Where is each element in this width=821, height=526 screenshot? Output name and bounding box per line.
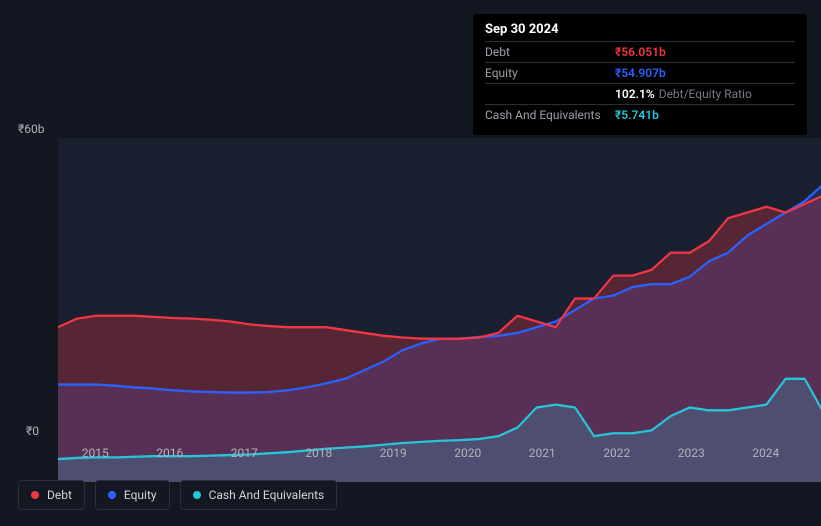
chart-tooltip: Sep 30 2024 Debt₹56.051bEquity₹54.907b10…	[473, 14, 807, 135]
x-axis-tick: 2024	[729, 446, 804, 466]
tooltip-row-value: 102.1%	[615, 87, 655, 101]
legend-item[interactable]: Equity	[95, 480, 170, 510]
chart-svg	[58, 138, 821, 482]
legend-dot-icon	[31, 491, 39, 499]
tooltip-row-label: Equity	[485, 66, 615, 80]
tooltip-date: Sep 30 2024	[485, 22, 795, 37]
legend-item[interactable]: Debt	[18, 480, 85, 510]
tooltip-row: 102.1% Debt/Equity Ratio	[485, 83, 795, 104]
chart-legend: Debt Equity Cash And Equivalents	[18, 480, 337, 510]
x-axis-ticks: 2015201620172018201920202021202220232024	[58, 446, 803, 466]
legend-item-label: Cash And Equivalents	[209, 488, 325, 502]
legend-item[interactable]: Cash And Equivalents	[180, 480, 338, 510]
tooltip-row: Debt₹56.051b	[485, 41, 795, 62]
legend-item-label: Debt	[47, 488, 72, 502]
tooltip-row: Equity₹54.907b	[485, 62, 795, 83]
tooltip-row-value: ₹5.741b	[615, 108, 659, 122]
chart-area: ₹60b ₹0 20152016201720182019202020212022…	[18, 122, 803, 466]
x-axis-tick: 2018	[282, 446, 357, 466]
x-axis-tick: 2020	[431, 446, 506, 466]
y-axis-top-label: ₹60b	[18, 122, 44, 136]
tooltip-row-label: Debt	[485, 45, 615, 59]
x-axis-tick: 2021	[505, 446, 580, 466]
legend-dot-icon	[193, 491, 201, 499]
tooltip-row-suffix: Debt/Equity Ratio	[659, 87, 752, 101]
x-axis-tick: 2019	[356, 446, 431, 466]
legend-dot-icon	[108, 491, 116, 499]
x-axis-tick: 2022	[580, 446, 655, 466]
tooltip-row-value: ₹56.051b	[615, 45, 666, 59]
tooltip-row-value: ₹54.907b	[615, 66, 666, 80]
legend-item-label: Equity	[124, 488, 157, 502]
tooltip-row-label: Cash And Equivalents	[485, 108, 615, 122]
y-axis-bottom-label: ₹0	[26, 424, 39, 438]
x-axis-tick: 2016	[133, 446, 208, 466]
x-axis-tick: 2023	[654, 446, 729, 466]
x-axis-tick: 2017	[207, 446, 282, 466]
x-axis-tick: 2015	[58, 446, 133, 466]
